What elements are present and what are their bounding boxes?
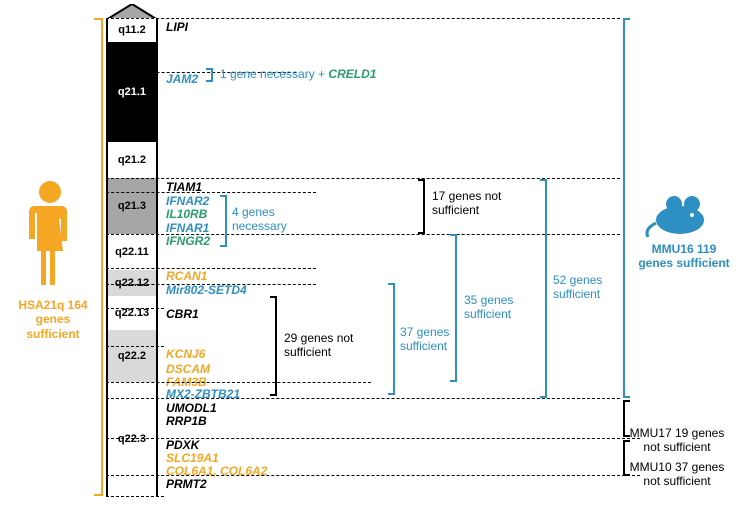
seventeen-bracket bbox=[418, 179, 425, 234]
dashed-line bbox=[106, 496, 164, 497]
band-label: q22.3 bbox=[118, 433, 146, 445]
thirtyfive-bracket bbox=[450, 234, 457, 382]
thirtyseven-label: 37 genes sufficient bbox=[400, 326, 449, 354]
dashed-line bbox=[106, 268, 316, 269]
gene-mir802-setd4: Mir802-SETD4 bbox=[166, 284, 247, 297]
jam2-text: 1 gene necessary + bbox=[220, 67, 325, 81]
twentynine-bracket bbox=[270, 296, 277, 396]
band-q22-12: q22.12 bbox=[108, 270, 156, 296]
dashed-line bbox=[106, 308, 164, 309]
four-necessary-label: 4 genes necessary bbox=[232, 206, 302, 234]
dashed-line bbox=[106, 18, 620, 19]
gene-kcnj6: KCNJ6 bbox=[166, 348, 205, 361]
gene-pdxk: PDXK bbox=[166, 439, 199, 452]
band-label: q11.2 bbox=[118, 24, 146, 36]
gene-jam2: JAM2 bbox=[166, 73, 198, 86]
dashed-line bbox=[106, 398, 620, 399]
gene-cbr1: CBR1 bbox=[166, 308, 199, 321]
band-label: q22.12 bbox=[115, 277, 149, 289]
thirtyfive-a: 35 genes bbox=[464, 294, 513, 308]
fiftytwo-b: sufficient bbox=[553, 288, 602, 302]
gene-ifngr2: IFNGR2 bbox=[166, 235, 210, 248]
thirtyfive-label: 35 genes sufficient bbox=[464, 294, 513, 322]
band-label: q21.1 bbox=[118, 86, 146, 98]
dashed-line bbox=[106, 346, 164, 347]
band-q22-3: q22.3 bbox=[108, 382, 156, 496]
dashed-line bbox=[106, 438, 640, 439]
four-necessary-bracket bbox=[220, 195, 227, 247]
jam2-annotation: 1 gene necessary + CRELD1 bbox=[220, 68, 376, 82]
dashed-line bbox=[106, 192, 316, 193]
gene-ifnar1: IFNAR1 bbox=[166, 222, 209, 235]
jam2-bracket bbox=[206, 68, 213, 82]
dashed-line bbox=[106, 284, 316, 285]
gene-lipi: LIPI bbox=[166, 21, 188, 34]
gene-rrp1b: RRP1B bbox=[166, 415, 207, 428]
gene-prmt2: PRMT2 bbox=[166, 478, 207, 491]
band-q21-3: q21.3 bbox=[108, 178, 156, 234]
gene-ifnar2: IFNAR2 bbox=[166, 195, 209, 208]
band-q22-13: q22.13 bbox=[108, 296, 156, 330]
band-label: q21.2 bbox=[118, 154, 146, 166]
dashed-line bbox=[106, 475, 640, 476]
band-q22-2: q22.2 bbox=[108, 330, 156, 382]
human-icon bbox=[20, 180, 80, 295]
thirtyseven-bracket bbox=[388, 283, 395, 395]
twentynine-label: 29 genes not sufficient bbox=[284, 332, 374, 360]
creld1-text: CRELD1 bbox=[328, 67, 376, 81]
gene-il10rb: IL10RB bbox=[166, 208, 207, 221]
band-q22-11: q22.11 bbox=[108, 234, 156, 270]
fiftytwo-a: 52 genes bbox=[553, 274, 602, 288]
human-bracket bbox=[96, 18, 103, 496]
thirtyseven-b: sufficient bbox=[400, 340, 449, 354]
chromosome-ideogram: q11.2 q21.1 q21.2 q21.3 q22.11 q22.12 q22.13 q2… bbox=[106, 18, 158, 496]
band-q21-1: q21.1 bbox=[108, 42, 156, 142]
gene-dscam: DSCAM bbox=[166, 363, 210, 376]
mouse-icon bbox=[644, 195, 714, 245]
human-label: HSA21q 164 genes sufficient bbox=[8, 298, 98, 341]
mmu17-bracket bbox=[623, 400, 630, 437]
band-label: q22.2 bbox=[118, 350, 146, 362]
thirtyfive-b: sufficient bbox=[464, 308, 513, 322]
band-label: q22.11 bbox=[115, 246, 149, 258]
thirtyseven-a: 37 genes bbox=[400, 326, 449, 340]
seventeen-label: 17 genes not sufficient bbox=[432, 190, 532, 218]
gene-rcan1: RCAN1 bbox=[166, 270, 207, 283]
dashed-line bbox=[106, 382, 371, 383]
band-q21-2: q21.2 bbox=[108, 142, 156, 178]
band-q11-2: q11.2 bbox=[108, 18, 156, 42]
fiftytwo-bracket bbox=[540, 179, 547, 398]
gene-slc19a1: SLC19A1 bbox=[166, 452, 219, 465]
gene-umodl1: UMODL1 bbox=[166, 402, 217, 415]
mmu17-label: MMU17 19 genes not sufficient bbox=[622, 426, 732, 455]
fiftytwo-label: 52 genes sufficient bbox=[553, 274, 602, 302]
mouse-label: MMU16 119 genes sufficient bbox=[634, 242, 734, 271]
mmu16-bracket bbox=[623, 18, 630, 398]
band-label: q21.3 bbox=[118, 200, 146, 212]
mmu10-bracket bbox=[623, 440, 630, 476]
